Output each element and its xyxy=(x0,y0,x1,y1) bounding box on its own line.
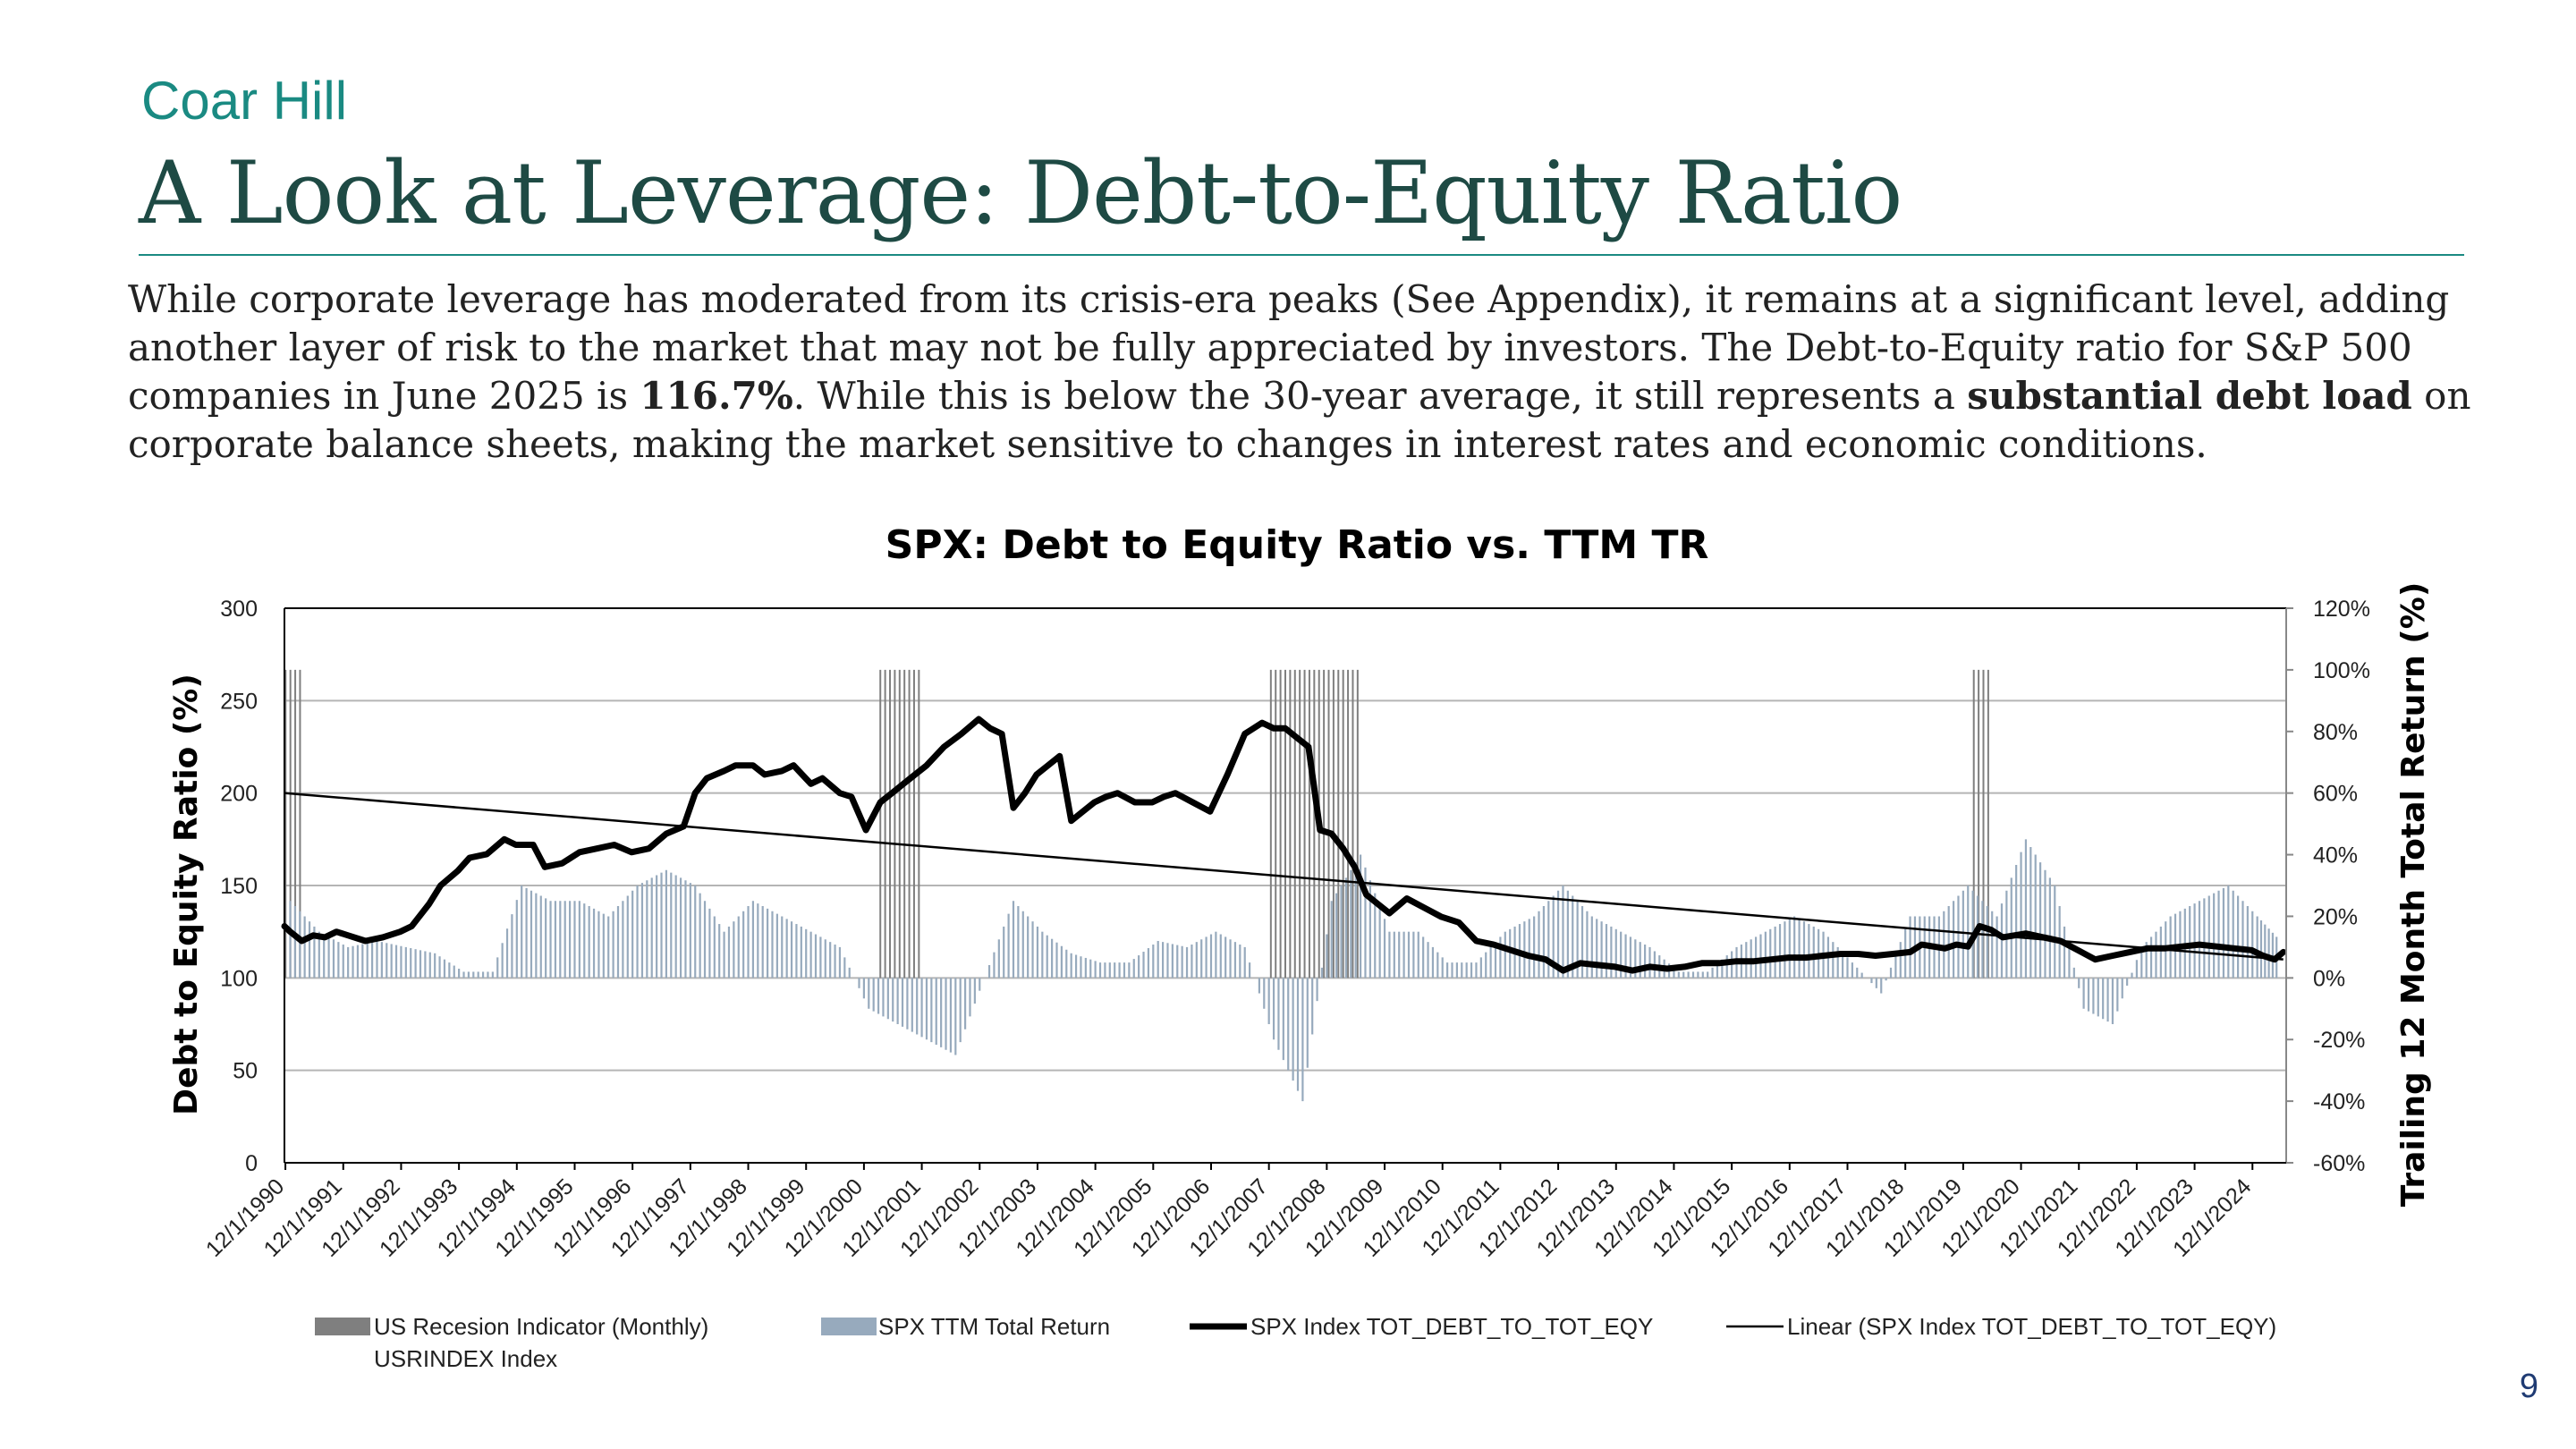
y-tick-left: 200 xyxy=(220,782,258,807)
y-tick-right: -20% xyxy=(2313,1028,2365,1053)
legend-label-recession-line2: USRINDEX Index xyxy=(374,1345,557,1372)
trend-line xyxy=(284,792,2284,961)
summary-highlight-debt-load: substantial debt load xyxy=(1967,374,2412,418)
legend-swatch-ttm xyxy=(821,1318,877,1335)
legend-swatch-recession xyxy=(315,1318,370,1335)
y-tick-right: -40% xyxy=(2313,1089,2365,1114)
y-tick-right: 100% xyxy=(2313,658,2370,683)
y-axis-right-title: Trailing 12 Month Total Return (%) xyxy=(2395,582,2432,1208)
legend-label-trend: Linear (SPX Index TOT_DEBT_TO_TOT_EQY) xyxy=(1787,1313,2276,1340)
y-tick-right: 0% xyxy=(2313,966,2345,991)
debt-equity-line xyxy=(281,716,2287,974)
summary-text-1: While corporate leverage has moderated f… xyxy=(128,277,2450,418)
brand-name: Coar Hill xyxy=(141,71,348,131)
y-tick-left: 300 xyxy=(220,597,258,622)
y-tick-right: 80% xyxy=(2313,720,2358,745)
summary-text-3: on corporate balance sheets, making the … xyxy=(128,374,2471,466)
y-tick-right: 40% xyxy=(2313,843,2358,869)
summary-highlight-ratio: 116.7% xyxy=(640,374,793,418)
chart-title: SPX: Debt to Equity Ratio vs. TTM TR xyxy=(886,522,1709,568)
y-tick-left: 50 xyxy=(233,1059,258,1084)
summary-paragraph: While corporate leverage has moderated f… xyxy=(128,275,2471,469)
y-tick-left: 100 xyxy=(220,966,258,991)
y-tick-right: -60% xyxy=(2313,1151,2365,1176)
y-tick-left: 250 xyxy=(220,689,258,714)
y-tick-left: 150 xyxy=(220,874,258,899)
page-title: A Look at Leverage: Debt-to-Equity Ratio xyxy=(139,143,1902,243)
summary-text-2: . While this is below the 30-year averag… xyxy=(792,374,1968,418)
legend-label-debt: SPX Index TOT_DEBT_TO_TOT_EQY xyxy=(1250,1313,1653,1340)
y-tick-right: 120% xyxy=(2313,597,2370,622)
y-tick-left: 0 xyxy=(245,1151,258,1176)
legend-label-ttm: SPX TTM Total Return xyxy=(878,1313,1110,1340)
y-axis-left-title: Debt to Equity Ratio (%) xyxy=(168,674,205,1115)
y-tick-right: 20% xyxy=(2313,904,2358,929)
title-divider xyxy=(139,254,2464,256)
legend-label-recession: US Recesion Indicator (Monthly) xyxy=(374,1313,708,1340)
y-tick-right: 60% xyxy=(2313,782,2358,807)
page-number: 9 xyxy=(2519,1368,2538,1405)
